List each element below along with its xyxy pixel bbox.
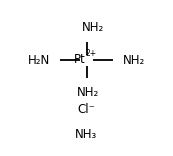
Text: Cl⁻: Cl⁻ xyxy=(78,103,95,116)
Text: H₂N: H₂N xyxy=(28,54,50,67)
Text: NH₂: NH₂ xyxy=(123,54,145,67)
Text: 2+: 2+ xyxy=(86,49,97,58)
Text: NH₂: NH₂ xyxy=(77,86,99,99)
Text: NH₂: NH₂ xyxy=(82,21,104,34)
Text: NH₃: NH₃ xyxy=(75,128,98,141)
Text: Pt: Pt xyxy=(74,53,86,66)
